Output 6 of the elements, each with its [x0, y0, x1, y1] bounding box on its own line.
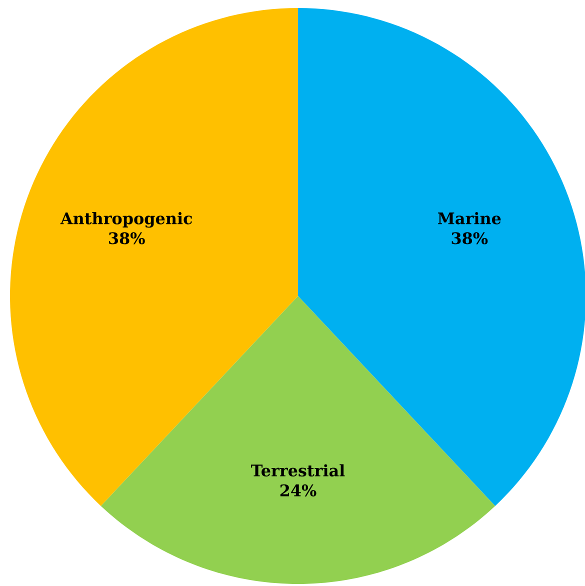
- slice-label: Terrestrial: [251, 464, 345, 477]
- data-label: 38%: [109, 232, 145, 244]
- slice-label: Marine: [438, 212, 501, 224]
- data-label: 38%: [452, 232, 488, 244]
- data-label: 24%: [280, 484, 316, 496]
- slice-label: Anthropogenic: [60, 212, 192, 228]
